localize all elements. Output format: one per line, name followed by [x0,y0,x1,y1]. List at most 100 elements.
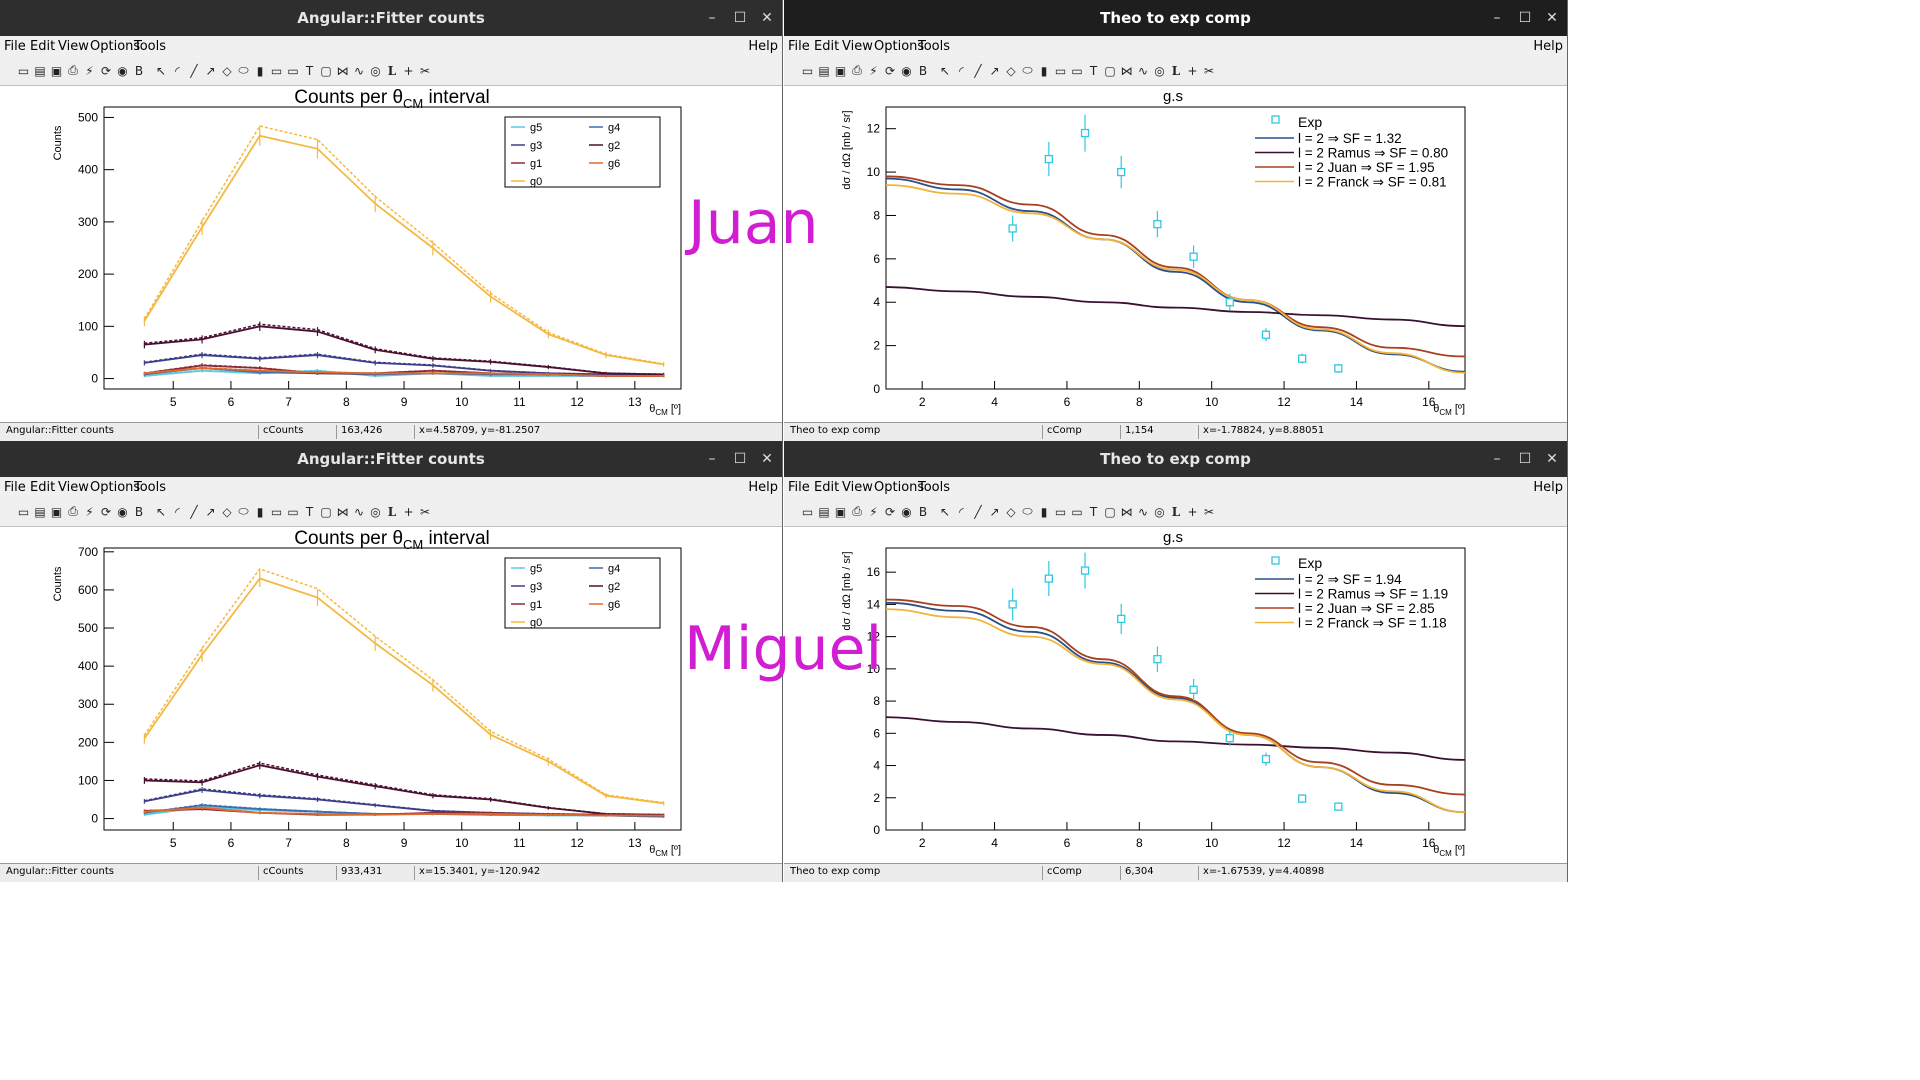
cut-icon[interactable]: ✂ [1203,504,1215,519]
inspect-icon[interactable]: ◉ [901,63,912,78]
menu-edit[interactable]: Edit [30,39,56,54]
maximize-button[interactable]: ☐ [1518,10,1532,26]
new-icon[interactable]: ▭ [801,63,814,78]
pave-icon[interactable]: ▭ [1054,63,1067,78]
pointer-icon[interactable]: ↖ [155,504,167,519]
arc-icon[interactable]: ◜ [175,504,180,519]
latex-icon[interactable]: L [387,63,397,78]
box-icon[interactable]: ▢ [1104,504,1116,519]
latex-icon[interactable]: L [1171,63,1181,78]
browser-icon[interactable]: B [918,63,928,78]
menu-options[interactable]: Options [874,480,925,495]
save-icon[interactable]: ▣ [50,504,63,519]
maximize-button[interactable]: ☐ [733,10,747,26]
menu-file[interactable]: File [788,39,810,54]
graph-icon[interactable]: ⋈ [1120,63,1133,78]
refresh-icon[interactable]: ⟳ [100,63,112,78]
marker-icon[interactable]: ◎ [1154,63,1165,78]
save-icon[interactable]: ▣ [50,63,63,78]
interrupt-icon[interactable]: ⚡ [869,63,878,78]
arc-icon[interactable]: ◜ [959,504,964,519]
maximize-button[interactable]: ☐ [1518,451,1532,467]
minimize-button[interactable]: – [1493,10,1501,26]
diamond-icon[interactable]: ◇ [222,504,232,519]
interrupt-icon[interactable]: ⚡ [85,504,94,519]
window-titlebar[interactable]: Theo to exp comp [784,0,1567,36]
text-icon[interactable]: T [305,63,314,78]
text-icon[interactable]: T [1089,63,1098,78]
browser-icon[interactable]: B [134,63,144,78]
close-button[interactable]: ✕ [761,10,773,26]
arrow-icon[interactable]: ↗ [989,504,1000,519]
pad-icon[interactable]: ▮ [256,504,264,519]
save-icon[interactable]: ▣ [834,504,847,519]
pave-icon[interactable]: ▭ [270,63,283,78]
new-icon[interactable]: ▭ [801,504,814,519]
close-button[interactable]: ✕ [1546,10,1558,26]
pave-icon[interactable]: ▭ [1054,504,1067,519]
pavelabel-icon[interactable]: ▭ [1071,504,1083,519]
window-titlebar[interactable]: Angular::Fitter counts [0,441,782,477]
minimize-button[interactable]: – [708,451,716,467]
pad-icon[interactable]: ▮ [256,63,264,78]
menu-file[interactable]: File [4,39,26,54]
latex-icon[interactable]: L [387,504,397,519]
menu-tools[interactable]: Tools [918,480,951,495]
inspect-icon[interactable]: ◉ [117,63,128,78]
crosshair-icon[interactable]: + [1187,63,1198,78]
menu-options[interactable]: Options [874,39,925,54]
menu-tools[interactable]: Tools [134,480,167,495]
open-icon[interactable]: ▤ [34,63,46,78]
text-icon[interactable]: T [305,504,314,519]
window-titlebar[interactable]: Theo to exp comp [784,441,1567,477]
window-titlebar[interactable]: Angular::Fitter counts [0,0,782,36]
line-icon[interactable]: ╱ [190,63,198,78]
menu-help[interactable]: Help [1533,480,1563,495]
crosshair-icon[interactable]: + [403,504,414,519]
print-icon[interactable]: ⎙ [852,63,862,77]
text-icon[interactable]: T [1089,504,1098,519]
print-icon[interactable]: ⎙ [852,504,862,518]
browser-icon[interactable]: B [918,504,928,519]
open-icon[interactable]: ▤ [818,504,830,519]
open-icon[interactable]: ▤ [34,504,46,519]
inspect-icon[interactable]: ◉ [117,504,128,519]
menu-view[interactable]: View [58,39,89,54]
open-icon[interactable]: ▤ [818,63,830,78]
comparison-plot[interactable]: g.s 2 4 6 8 10 12 14 16 0 2 4 6 8 10 12 14 16 dσ / dΩ [mb … [784,526,1568,864]
ellipse-icon[interactable]: ⬭ [238,504,249,518]
ellipse-icon[interactable]: ⬭ [1022,63,1033,77]
box-icon[interactable]: ▢ [320,63,332,78]
maximize-button[interactable]: ☐ [733,451,747,467]
pointer-icon[interactable]: ↖ [939,504,951,519]
crosshair-icon[interactable]: + [1187,504,1198,519]
pave-icon[interactable]: ▭ [270,504,283,519]
curly-icon[interactable]: ∿ [1137,63,1149,78]
print-icon[interactable]: ⎙ [68,63,78,77]
arrow-icon[interactable]: ↗ [205,504,216,519]
menu-tools[interactable]: Tools [134,39,167,54]
arc-icon[interactable]: ◜ [959,63,964,78]
box-icon[interactable]: ▢ [320,504,332,519]
interrupt-icon[interactable]: ⚡ [869,504,878,519]
arrow-icon[interactable]: ↗ [205,63,216,78]
menu-help[interactable]: Help [1533,39,1563,54]
save-icon[interactable]: ▣ [834,63,847,78]
graph-icon[interactable]: ⋈ [336,63,349,78]
print-icon[interactable]: ⎙ [68,504,78,518]
pointer-icon[interactable]: ↖ [939,63,951,78]
menu-help[interactable]: Help [748,39,778,54]
menu-help[interactable]: Help [748,480,778,495]
cut-icon[interactable]: ✂ [1203,63,1215,78]
marker-icon[interactable]: ◎ [370,504,381,519]
diamond-icon[interactable]: ◇ [1006,504,1016,519]
pavelabel-icon[interactable]: ▭ [287,504,299,519]
cut-icon[interactable]: ✂ [419,504,431,519]
pad-icon[interactable]: ▮ [1040,63,1048,78]
diamond-icon[interactable]: ◇ [222,63,232,78]
graph-icon[interactable]: ⋈ [336,504,349,519]
menu-view[interactable]: View [842,480,873,495]
refresh-icon[interactable]: ⟳ [100,504,112,519]
